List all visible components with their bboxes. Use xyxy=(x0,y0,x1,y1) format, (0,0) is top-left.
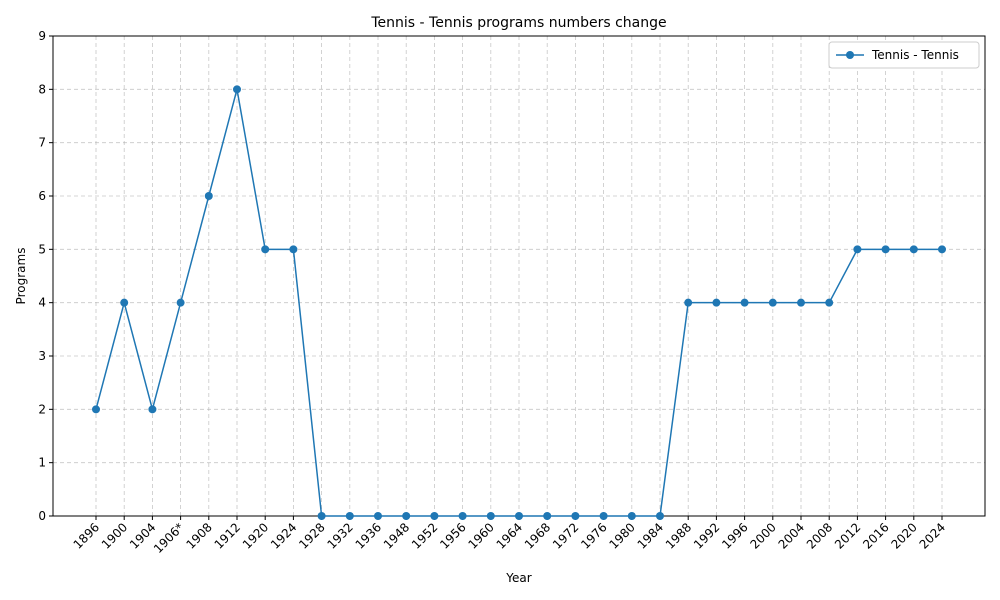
y-tick-label: 9 xyxy=(38,29,46,43)
y-tick-label: 6 xyxy=(38,189,46,203)
data-point xyxy=(148,405,157,414)
y-tick-label: 1 xyxy=(38,456,46,470)
data-point xyxy=(458,512,467,520)
data-point xyxy=(233,85,241,94)
data-point xyxy=(627,512,636,520)
data-point xyxy=(317,512,326,520)
data-point xyxy=(289,245,298,254)
y-tick-label: 3 xyxy=(38,349,46,363)
legend-box xyxy=(828,41,980,69)
y-tick-label: 4 xyxy=(38,296,46,310)
y-tick-label: 2 xyxy=(38,402,46,416)
data-point xyxy=(261,245,270,254)
data-point xyxy=(204,192,213,200)
data-point xyxy=(853,245,862,254)
chart-title: Tennis - Tennis programs numbers change xyxy=(370,15,666,31)
y-axis-ticks: 0 1 2 3 4 5 6 7 8 9 xyxy=(38,29,53,523)
data-point xyxy=(712,298,721,307)
data-point xyxy=(176,298,185,307)
data-point xyxy=(92,405,100,414)
data-point xyxy=(797,298,805,307)
legend: Tennis - Tennis xyxy=(828,41,980,69)
data-point xyxy=(430,512,439,520)
data-point xyxy=(881,245,890,254)
data-point xyxy=(120,298,129,307)
data-point xyxy=(345,512,354,520)
y-tick-label: 5 xyxy=(38,242,46,256)
data-point xyxy=(825,298,834,307)
data-point xyxy=(486,512,495,520)
y-tick-label: 7 xyxy=(38,136,46,150)
y-tick-label: 8 xyxy=(38,82,46,96)
series-layer xyxy=(92,85,946,520)
data-point xyxy=(684,298,693,307)
data-point xyxy=(909,245,918,254)
data-point xyxy=(402,512,411,520)
data-point xyxy=(740,298,749,307)
data-point xyxy=(515,512,523,520)
y-axis-label: Programs xyxy=(14,248,28,305)
data-point xyxy=(656,512,664,520)
data-point xyxy=(571,512,580,520)
grid-lines xyxy=(53,35,985,517)
legend-marker xyxy=(846,51,854,59)
data-point xyxy=(938,245,946,254)
data-point xyxy=(599,512,608,520)
legend-label: Tennis - Tennis xyxy=(871,48,959,62)
data-point xyxy=(768,298,777,307)
data-point xyxy=(543,512,552,520)
y-tick-label: 0 xyxy=(38,509,46,523)
x-axis-label: Year xyxy=(505,571,531,585)
data-point xyxy=(374,512,382,520)
